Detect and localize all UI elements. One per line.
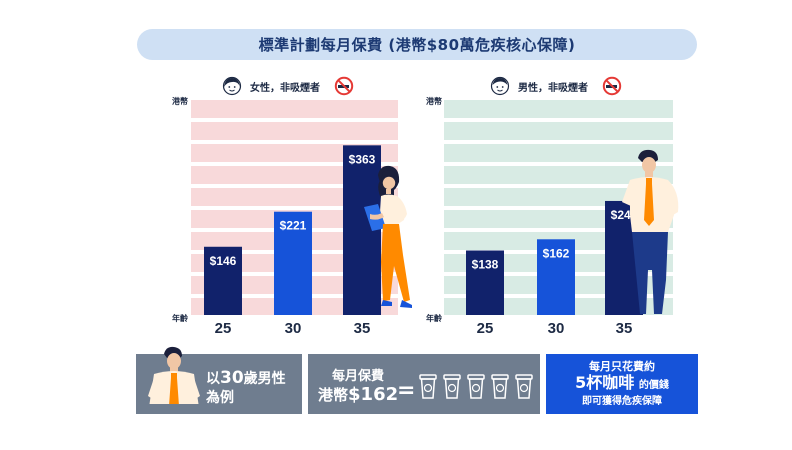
- coffee-comparison-box: 每月只花費約 5杯咖啡 的價錢 即可獲得危疾保障: [546, 354, 698, 414]
- example-prefix: 以: [206, 371, 220, 387]
- woman-illustration: [364, 165, 412, 308]
- gridband: [191, 100, 398, 118]
- page-title: 標準計劃每月保費 (港幣$80萬危疾核心保障): [137, 29, 697, 60]
- y-axis-label: 港幣: [172, 96, 188, 106]
- gridband: [191, 122, 398, 140]
- coffee-cup-icon: [467, 374, 485, 399]
- bar: [204, 246, 242, 315]
- coffee-cup-icon: [515, 374, 533, 399]
- male-face-icon: [490, 76, 510, 96]
- female-chart: 港幣 年齡 $146 25 $221 30 $363 35: [172, 96, 412, 337]
- x-axis-label: 年齡: [172, 313, 188, 323]
- monthly-premium-box: 每月保費 港幣$162 =: [308, 354, 540, 414]
- female-bars: $146 25 $221 30 $363 35: [204, 145, 381, 337]
- male-panel-header: 男性，非吸煙者: [490, 76, 622, 96]
- coffee-cup-icon: [443, 374, 461, 399]
- male-panel-label: 男性，非吸煙者: [518, 82, 588, 94]
- x-axis-label: 年齡: [426, 313, 442, 323]
- no-smoking-icon: [602, 76, 622, 96]
- premium-amount: $162: [348, 384, 399, 405]
- x-tick-label: 25: [215, 320, 232, 337]
- price-label: 的價錢: [638, 379, 669, 391]
- no-smoking-icon: [334, 76, 354, 96]
- female-panel-label: 女性，非吸煙者: [250, 82, 320, 94]
- premium-bar-charts: 港幣 年齡 $146 25 $221 30 $363 35 港幣 年齡 $138 25 $16…: [172, 96, 679, 337]
- comparison-line3: 即可獲得危疾保障: [582, 395, 662, 407]
- x-tick-label: 30: [285, 320, 302, 337]
- monthly-premium-label: 每月保費: [332, 369, 385, 384]
- example-suffix: 為例: [206, 390, 234, 406]
- monthly-premium-text: 每月保費 港幣$162: [318, 368, 398, 405]
- x-tick-label: 35: [616, 320, 633, 337]
- bar: [466, 250, 504, 315]
- man-avatar-icon: [148, 346, 200, 404]
- example-box: 以30歲男性 為例: [136, 346, 302, 414]
- example-age: 30: [220, 368, 244, 388]
- bar: [274, 211, 312, 315]
- example-gender: 歲男性: [243, 371, 286, 387]
- x-tick-label: 30: [548, 320, 565, 337]
- example-text: 以30歲男性 為例: [206, 369, 286, 408]
- x-tick-label: 25: [477, 320, 494, 337]
- five-coffees-label: 5杯咖啡: [575, 372, 635, 392]
- bar: [537, 239, 575, 315]
- female-face-icon: [222, 76, 242, 96]
- gridband: [444, 122, 673, 140]
- bar-value-label: $146: [210, 254, 237, 268]
- coffee-cups: [418, 372, 534, 400]
- coffee-cup-icon: [419, 374, 437, 399]
- gridband: [444, 100, 673, 118]
- bar-value-label: $138: [472, 258, 499, 272]
- bar-value-label: $221: [280, 219, 307, 233]
- gridband: [444, 144, 673, 162]
- x-tick-label: 35: [354, 320, 371, 337]
- man-illustration: [622, 149, 679, 314]
- gridband: [444, 166, 673, 184]
- y-axis-label: 港幣: [426, 96, 442, 106]
- bar-value-label: $363: [349, 152, 376, 166]
- equals-sign: =: [397, 378, 416, 403]
- currency-label: 港幣: [318, 386, 349, 404]
- bar-value-label: $162: [543, 246, 570, 260]
- coffee-cup-icon: [491, 374, 509, 399]
- comparison-line1: 每月只花費約: [589, 359, 655, 373]
- female-panel-header: 女性，非吸煙者: [222, 76, 354, 96]
